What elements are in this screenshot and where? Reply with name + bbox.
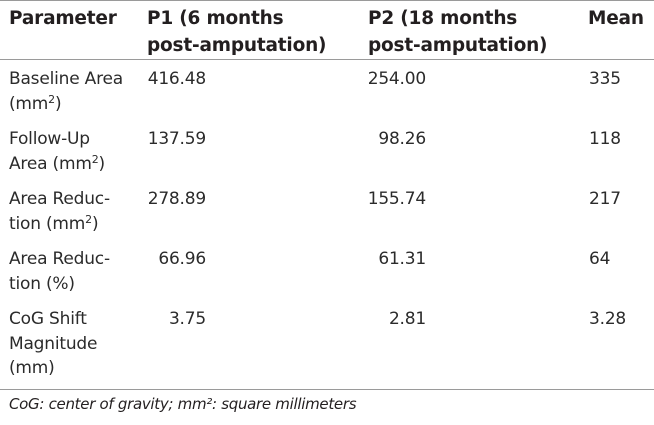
row-5-p1: 3.75: [168, 309, 206, 329]
row-1-mean: 335: [589, 69, 621, 89]
row-2-p2: 98.26: [378, 129, 426, 149]
header-parameter: Parameter: [9, 8, 117, 29]
row-3-p1: 278.89: [147, 189, 206, 209]
row-1-parameter: Baseline Area (mm2): [9, 69, 124, 114]
row-5-parameter: CoG Shift Magnitude (mm): [9, 309, 98, 378]
row-3-p2: 155.74: [367, 189, 426, 209]
row-3-mean: 217: [589, 189, 621, 209]
row-5-mean: 3.28: [589, 309, 627, 329]
row-4-p2: 61.31: [378, 249, 426, 269]
row-3-parameter: Area Reduc- tion (mm2): [9, 189, 110, 234]
header-mean: Mean: [588, 8, 644, 29]
row-2-parameter: Follow-Up Area (mm2): [9, 129, 105, 174]
header-p2: P2 (18 months post-amputation): [368, 8, 548, 56]
row-4-parameter: Area Reduc- tion (%): [9, 249, 110, 294]
table-top-rule: [0, 0, 654, 1]
row-1-p1: 416.48: [147, 69, 206, 89]
table-footnote: CoG: center of gravity; mm²: square mill…: [9, 395, 357, 413]
row-2-p1: 137.59: [147, 129, 206, 149]
row-5-p2: 2.81: [388, 309, 426, 329]
row-1-p2: 254.00: [367, 69, 426, 89]
row-2-mean: 118: [589, 129, 621, 149]
header-p1: P1 (6 months post-amputation): [147, 8, 327, 56]
table-bottom-rule: [0, 389, 654, 390]
row-4-mean: 64: [589, 249, 611, 269]
row-4-p1: 66.96: [158, 249, 206, 269]
header-rule: [0, 59, 654, 60]
